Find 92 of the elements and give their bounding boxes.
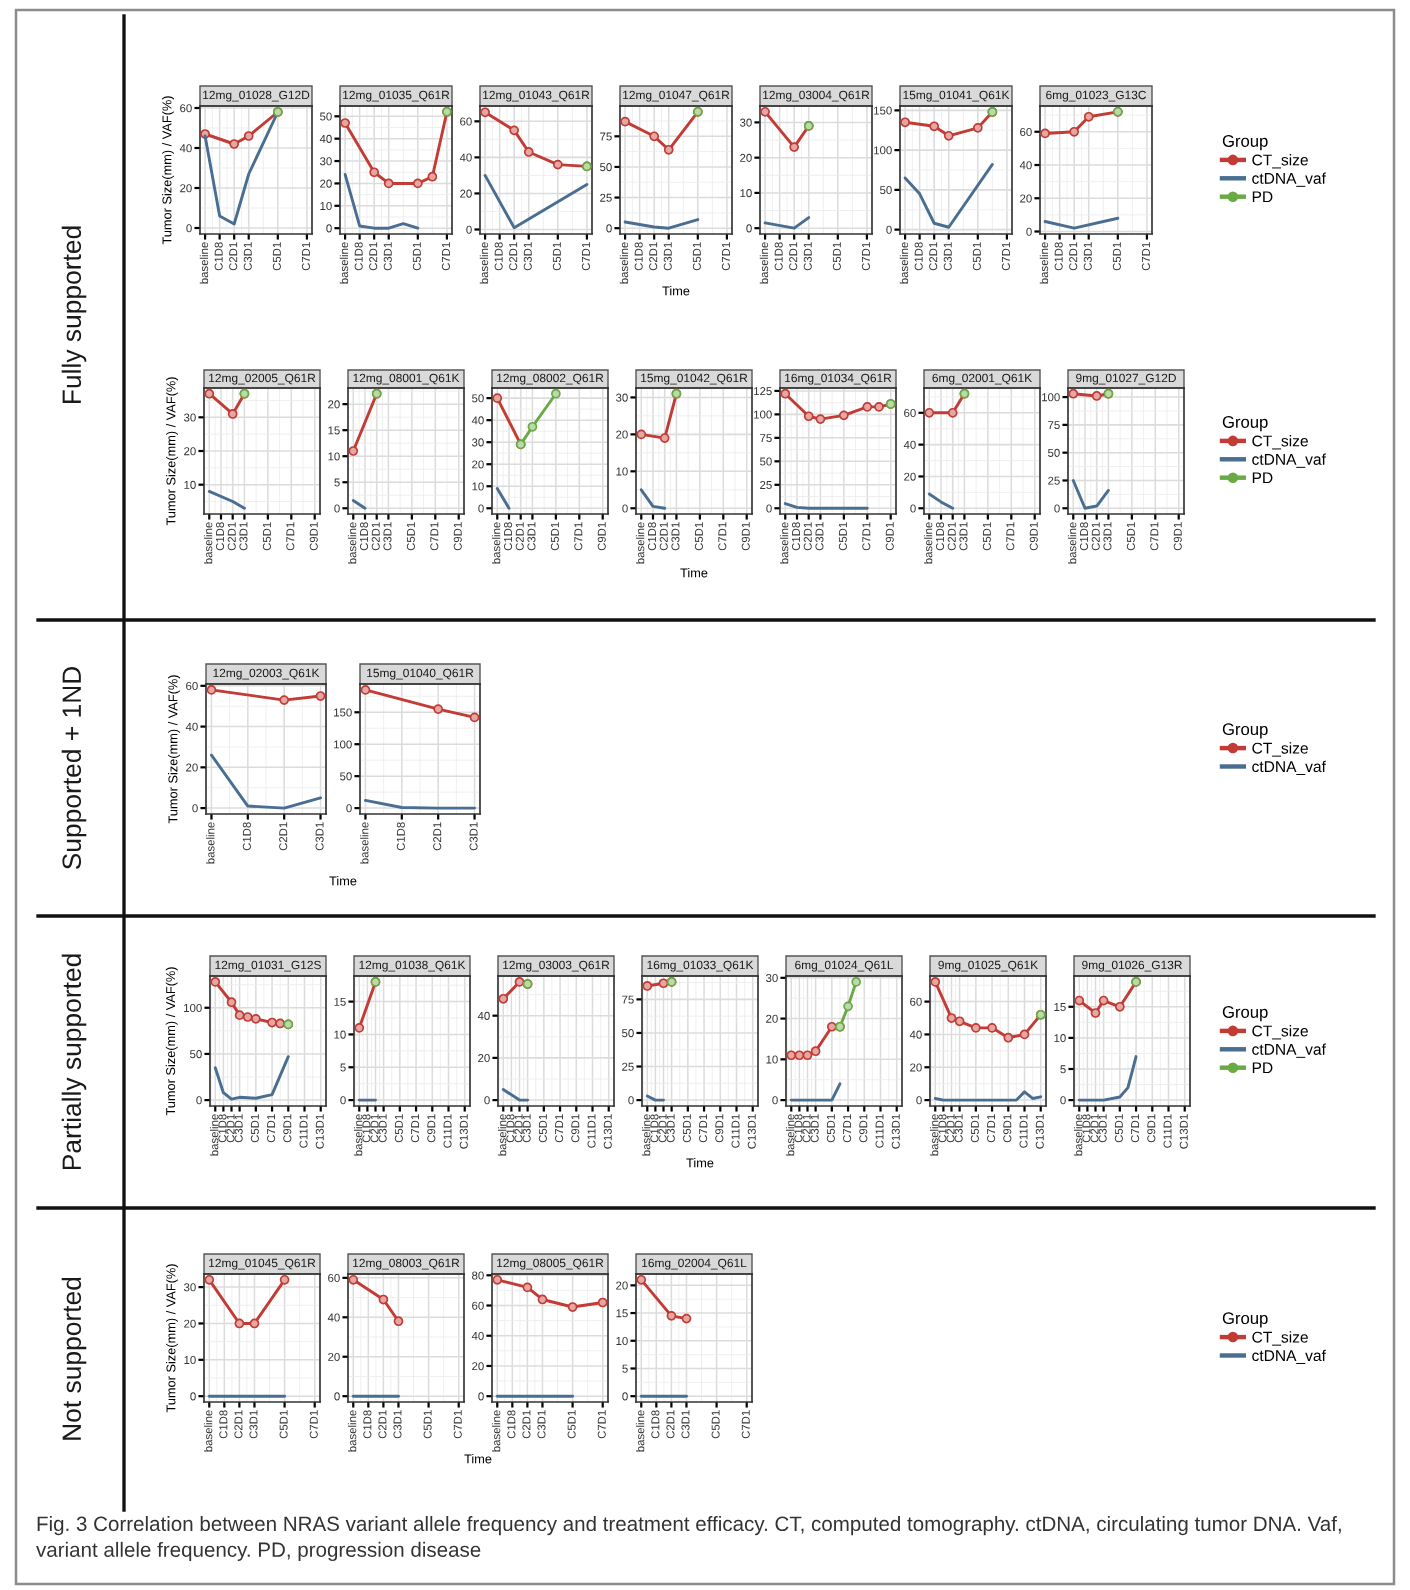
point	[946, 1013, 957, 1023]
point	[681, 1313, 692, 1324]
point	[1040, 128, 1050, 139]
legend-title: Group	[1222, 416, 1268, 432]
point	[383, 178, 394, 189]
point	[810, 1046, 821, 1057]
point	[851, 977, 862, 987]
point	[815, 414, 826, 424]
point	[427, 171, 438, 182]
point	[802, 1050, 813, 1061]
point	[636, 429, 647, 440]
point	[492, 1274, 503, 1285]
point	[348, 1274, 359, 1285]
point	[794, 1050, 805, 1061]
point	[340, 118, 350, 128]
text: Partially supported	[61, 954, 87, 1170]
point	[862, 402, 873, 412]
legend-title: Group	[1222, 723, 1268, 739]
point	[987, 1023, 997, 1033]
point	[803, 411, 814, 422]
point	[972, 123, 983, 133]
point	[666, 1310, 677, 1321]
point	[267, 1017, 277, 1028]
point	[469, 712, 480, 723]
line-series	[209, 753, 323, 810]
point	[1098, 995, 1109, 1006]
line-series	[213, 1055, 290, 1101]
point	[1083, 111, 1094, 122]
point	[597, 1297, 608, 1308]
point	[636, 1274, 647, 1285]
line-series	[1071, 479, 1110, 510]
caption: Fig. 3 Correlation between NRAS variant allele frequency and treatment efficacy. CT, computed tomography. ctDNA, circulating tumor DNA. Vaf, variant allele frequency. PD, progression disease	[36, 1516, 1341, 1562]
point	[412, 178, 423, 189]
point	[250, 1013, 261, 1024]
point	[1074, 995, 1085, 1006]
point	[275, 1018, 286, 1029]
point	[930, 977, 941, 987]
point	[1019, 1029, 1030, 1040]
point	[786, 1050, 797, 1061]
point	[649, 131, 660, 142]
point	[234, 1010, 245, 1021]
point	[552, 159, 563, 170]
point	[210, 977, 221, 987]
point	[537, 1294, 548, 1305]
point	[1114, 1001, 1125, 1012]
legend-title: Group	[1222, 1006, 1268, 1022]
text: Fully supported	[61, 226, 87, 404]
point	[843, 1001, 853, 1012]
point	[943, 130, 954, 141]
point	[874, 402, 884, 412]
point	[378, 1294, 389, 1305]
point	[242, 1012, 253, 1022]
point	[498, 993, 509, 1004]
point	[523, 147, 534, 157]
point	[369, 167, 380, 178]
point	[954, 1016, 965, 1027]
line-series	[903, 162, 994, 229]
point	[514, 977, 525, 987]
point	[243, 131, 254, 141]
point	[826, 1021, 837, 1032]
point	[509, 125, 520, 136]
point	[360, 685, 371, 695]
line-series	[203, 110, 280, 226]
point	[1003, 1032, 1014, 1043]
point	[1090, 1008, 1101, 1018]
point	[567, 1302, 578, 1312]
point	[659, 433, 670, 443]
point	[393, 1316, 404, 1327]
point	[492, 393, 503, 403]
point	[900, 117, 910, 128]
point	[970, 1023, 981, 1033]
point	[663, 144, 674, 155]
text: Not supported	[61, 1277, 87, 1440]
point	[780, 388, 791, 399]
legend-title: Group	[1222, 135, 1268, 151]
point	[760, 106, 770, 117]
point	[433, 704, 444, 714]
point	[229, 139, 240, 149]
point	[789, 142, 800, 152]
line-series	[343, 173, 420, 230]
point	[620, 116, 630, 127]
point	[480, 107, 490, 118]
point	[929, 121, 940, 132]
legend-title: Group	[1222, 1312, 1268, 1328]
point	[226, 997, 237, 1008]
point	[1069, 126, 1080, 137]
line-series	[1077, 1055, 1138, 1102]
point	[522, 1282, 533, 1293]
point	[550, 388, 561, 399]
point	[527, 421, 538, 432]
point	[838, 410, 849, 421]
text: Supported + 1ND	[61, 666, 87, 870]
